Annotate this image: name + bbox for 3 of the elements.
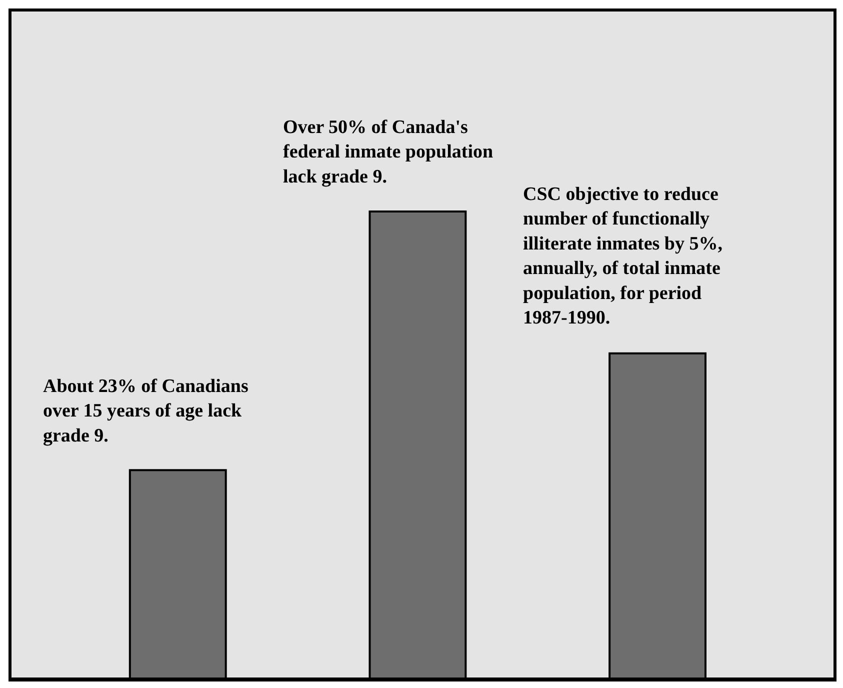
text: Over 50% of Canada's federal inmate population lack grade 9. bbox=[283, 117, 494, 188]
annotation: CSC objective to reduce number of functionally illiterate inmates by 5%, annually, of total inmate population, for period 1987-1990. bbox=[523, 184, 723, 328]
annotation: About 23% of Canadians over 15 years of age lack grade 9. bbox=[43, 376, 248, 446]
